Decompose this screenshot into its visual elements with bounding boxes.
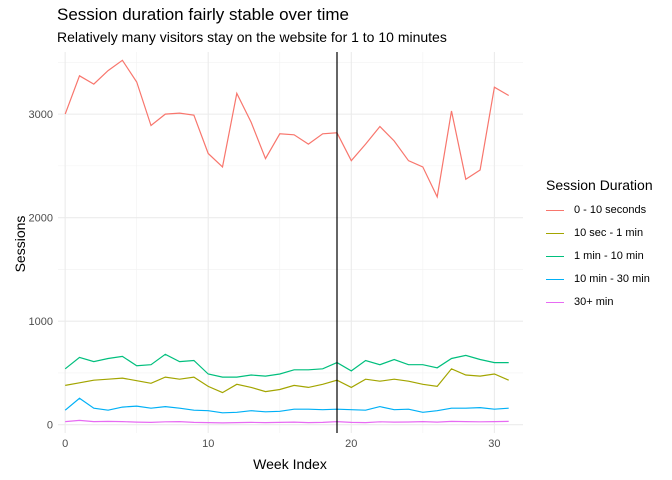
legend-label: 0 - 10 seconds <box>574 204 647 216</box>
legend-label: 10 min - 30 min <box>574 273 650 285</box>
y-tick-label: 2000 <box>29 213 53 225</box>
legend-swatch <box>546 278 564 280</box>
series-line <box>64 353 509 378</box>
y-tick-label: 0 <box>47 420 53 432</box>
y-tick-label: 1000 <box>29 316 53 328</box>
series-line <box>65 368 509 394</box>
legend-swatch <box>546 255 564 257</box>
legend-swatch <box>546 209 564 211</box>
x-tick-label: 0 <box>62 438 68 450</box>
series-line <box>64 59 510 199</box>
legend-label: 10 sec - 1 min <box>574 227 644 239</box>
legend-item: 10 min - 30 min <box>546 269 650 289</box>
legend-swatch <box>546 232 564 234</box>
chart-subtitle: Relatively many visitors stay on the web… <box>57 29 447 45</box>
chart-title: Session duration fairly stable over time <box>57 5 349 24</box>
legend-item: 0 - 10 seconds <box>546 200 646 220</box>
x-tick-label: 30 <box>488 438 500 450</box>
legend-swatch <box>546 301 564 303</box>
legend-item: 1 min - 10 min <box>546 246 644 266</box>
legend-label: 1 min - 10 min <box>574 250 644 262</box>
x-tick-label: 10 <box>202 438 214 450</box>
legend-item: 30+ min <box>546 292 613 312</box>
legend-label: 30+ min <box>574 296 614 308</box>
legend-item: 10 sec - 1 min <box>546 223 643 243</box>
y-tick-label: 3000 <box>29 109 53 121</box>
x-tick-label: 20 <box>345 438 357 450</box>
series-line <box>64 397 509 414</box>
series-line <box>65 419 509 424</box>
legend-title: Session Duration <box>546 177 653 193</box>
x-axis-label: Week Index <box>253 456 327 472</box>
